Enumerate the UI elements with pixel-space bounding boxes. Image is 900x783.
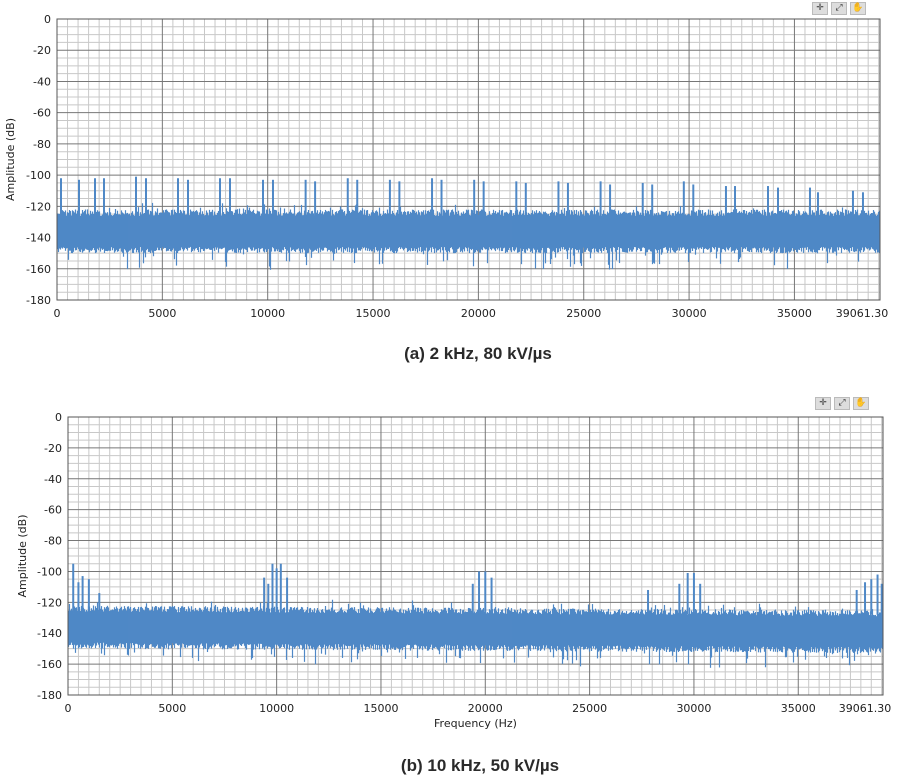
x-tick-label: 15000 (356, 307, 391, 320)
x-tick-label: 39061.30 (836, 307, 889, 320)
y-tick-label: -120 (37, 596, 62, 609)
y-tick-label: -120 (26, 200, 51, 213)
x-tick-label: 30000 (676, 702, 711, 715)
x-tick-label: 25000 (572, 702, 607, 715)
y-tick-label: -20 (33, 44, 51, 57)
y-tick-label: -100 (26, 169, 51, 182)
x-tick-label: 5000 (148, 307, 176, 320)
x-tick-label: 39061.30 (839, 702, 892, 715)
x-tick-label: 35000 (777, 307, 812, 320)
y-tick-label: -100 (37, 565, 62, 578)
caption-a: (a) 2 kHz, 80 kV/µs (404, 344, 552, 363)
x-axis-label: Frequency (Hz) (434, 717, 517, 730)
y-axis-label: Amplitude (dB) (4, 118, 17, 201)
y-tick-label: -40 (44, 473, 62, 486)
caption-b: (b) 10 kHz, 50 kV/µs (400, 756, 560, 775)
y-tick-label: -160 (37, 658, 62, 671)
x-tick-label: 20000 (461, 307, 496, 320)
graph-toolbar-a: ✛ ⤢ ✋ (812, 2, 866, 15)
y-tick-label: -180 (37, 689, 62, 702)
x-tick-label: 30000 (672, 307, 707, 320)
y-tick-label: -20 (44, 442, 62, 455)
y-tick-label: -140 (37, 627, 62, 640)
x-tick-label: 0 (65, 702, 72, 715)
zoom-icon[interactable]: ⤢ (834, 397, 850, 410)
cursor-crosshair-icon[interactable]: ✛ (815, 397, 831, 410)
x-tick-label: 10000 (250, 307, 285, 320)
x-tick-label: 35000 (781, 702, 816, 715)
pan-hand-icon[interactable]: ✋ (850, 2, 866, 15)
y-tick-label: -40 (33, 75, 51, 88)
plot-border (56, 18, 881, 301)
pan-hand-icon[interactable]: ✋ (853, 397, 869, 410)
plot-border (67, 416, 884, 696)
y-tick-label: -140 (26, 232, 51, 245)
x-tick-label: 10000 (259, 702, 294, 715)
y-tick-label: 0 (44, 13, 51, 26)
y-tick-label: -180 (26, 294, 51, 307)
y-tick-label: -60 (33, 107, 51, 120)
y-tick-label: -160 (26, 263, 51, 276)
x-tick-label: 20000 (468, 702, 503, 715)
x-tick-label: 0 (54, 307, 61, 320)
graph-toolbar-b: ✛ ⤢ ✋ (815, 397, 869, 410)
x-tick-label: 15000 (363, 702, 398, 715)
x-tick-label: 5000 (158, 702, 186, 715)
y-tick-label: 0 (55, 411, 62, 424)
zoom-icon[interactable]: ⤢ (831, 2, 847, 15)
y-tick-label: -80 (33, 138, 51, 151)
cursor-crosshair-icon[interactable]: ✛ (812, 2, 828, 15)
y-axis-label: Amplitude (dB) (16, 515, 29, 598)
y-tick-label: -60 (44, 504, 62, 517)
y-tick-label: -80 (44, 535, 62, 548)
x-tick-label: 25000 (566, 307, 601, 320)
